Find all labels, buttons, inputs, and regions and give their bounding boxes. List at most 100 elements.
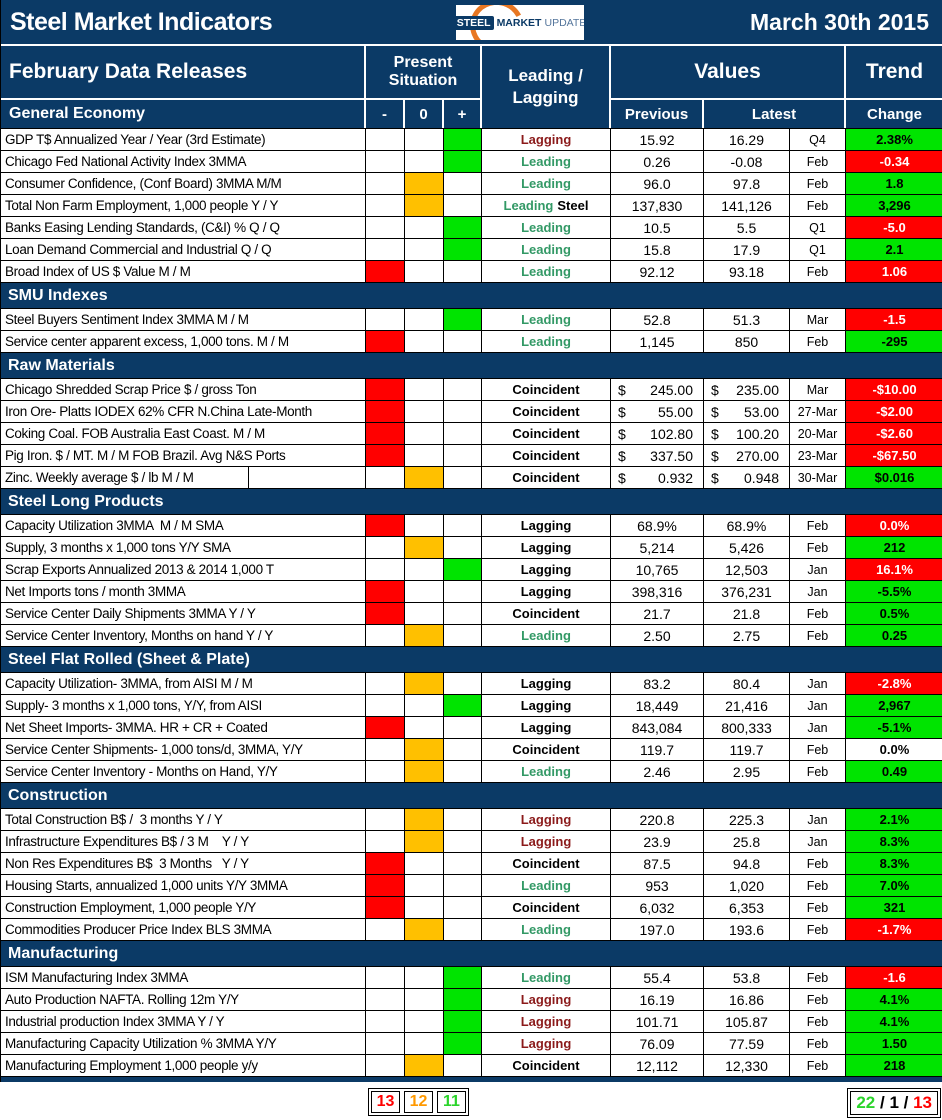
currency-symbol: $: [711, 425, 719, 442]
leading-lagging-cell: Leading: [482, 150, 611, 172]
row-label: Pig Iron. $ / MT. M / M FOB Brazil. Avg …: [1, 444, 366, 466]
row-label: Loan Demand Commercial and Industrial Q …: [1, 238, 366, 260]
month-text: Feb: [806, 900, 829, 915]
situation-plus-cell: [444, 238, 482, 260]
situation-zero-cell: [405, 128, 444, 150]
situation-minus-cell: [366, 216, 405, 238]
situation-minus-cell: [366, 918, 405, 940]
currency-symbol: $: [618, 425, 626, 442]
row-label-text: Housing Starts, annualized 1,000 units Y…: [5, 878, 288, 893]
month-cell: Feb: [790, 602, 846, 624]
leading-lagging-text: Lagging: [520, 812, 572, 827]
change-cell: -5.1%: [846, 716, 942, 738]
change-text: 1.8: [885, 176, 904, 191]
situation-plus-cell: [444, 624, 482, 646]
latest-value: 376,231: [704, 580, 790, 602]
latest-value: 17.9: [704, 238, 790, 260]
value-text: 1,145: [639, 333, 675, 350]
row-label-text: Pig Iron. $ / MT. M / M FOB Brazil. Avg …: [5, 448, 286, 463]
row-label-text: Non Res Expenditures B$ 3 Months Y / Y: [5, 856, 249, 871]
month-cell: 27-Mar: [790, 400, 846, 422]
row-label: Service Center Inventory, Months on hand…: [1, 624, 366, 646]
row-label-text: Chicago Fed National Activity Index 3MMA: [5, 154, 247, 169]
value-text: 68.9%: [637, 517, 677, 534]
change-text: -$10.00: [872, 382, 917, 397]
row-label-text: Industrial production Index 3MMA Y / Y: [5, 1014, 225, 1029]
month-cell: Jan: [790, 558, 846, 580]
situation-plus-cell: [444, 1032, 482, 1054]
row-label: Service center apparent excess, 1,000 to…: [1, 330, 366, 352]
month-cell: Feb: [790, 514, 846, 536]
leading-lagging-text: Coincident: [512, 742, 580, 757]
situation-plus-cell: [444, 466, 482, 488]
month-text: Jan: [807, 698, 828, 713]
month-cell: Feb: [790, 738, 846, 760]
situation-zero-cell: [405, 602, 444, 624]
month-cell: Feb: [790, 1054, 846, 1076]
change-text: -$2.60: [876, 426, 913, 441]
situation-plus-cell: [444, 400, 482, 422]
situation-plus-cell: [444, 716, 482, 738]
row-label: Capacity Utilization 3MMA M / M SMA: [1, 514, 366, 536]
value-text: 77.59: [728, 1035, 765, 1052]
previous-value: 15.92: [611, 128, 704, 150]
currency-symbol: $: [618, 403, 626, 420]
red-count: 13: [371, 1091, 400, 1113]
month-cell: Feb: [790, 172, 846, 194]
row-label-text: Total Non Farm Employment, 1,000 people …: [5, 198, 279, 213]
leading-lagging-text: Coincident: [512, 1058, 580, 1073]
previous-value: 92.12: [611, 260, 704, 282]
previous-value: 2.50: [611, 624, 704, 646]
change-text: 1.06: [881, 264, 908, 279]
situation-minus-cell: [366, 194, 405, 216]
month-text: Feb: [806, 1014, 829, 1029]
row-label-text: Infrastructure Expenditures B$ / 3 M Y /…: [5, 834, 249, 849]
situation-plus-cell: [444, 988, 482, 1010]
leading-lagging-cell: Lagging: [482, 808, 611, 830]
change-cell: 0.25: [846, 624, 942, 646]
month-cell: Feb: [790, 150, 846, 172]
value-text: 2.95: [732, 763, 761, 780]
col-header-plus: +: [444, 100, 482, 128]
row-label: Chicago Fed National Activity Index 3MMA: [1, 150, 366, 172]
change-text: 4.1%: [879, 992, 910, 1007]
situation-zero-cell: [405, 830, 444, 852]
change-cell: -$10.00: [846, 378, 942, 400]
situation-plus-cell: [444, 330, 482, 352]
col-header-releases: February Data Releases: [1, 46, 366, 100]
change-text: -5.0: [883, 220, 906, 235]
leading-lagging-cell: Coincident: [482, 400, 611, 422]
leading-lagging-text: Leading: [521, 312, 571, 327]
leading-lagging-text: Leading: [521, 176, 571, 191]
change-cell: -1.5: [846, 308, 942, 330]
leading-lagging-cell: Coincident: [482, 444, 611, 466]
value-text: 17.9: [732, 241, 761, 258]
situation-zero-cell: [405, 216, 444, 238]
situation-zero-cell: [405, 466, 444, 488]
leading-lagging-text: Leading: [521, 264, 571, 279]
currency-symbol: $: [711, 381, 719, 398]
value-text: 197.0: [639, 921, 675, 938]
latest-value: 97.8: [704, 172, 790, 194]
month-cell: Mar: [790, 378, 846, 400]
situation-plus-cell: [444, 1010, 482, 1032]
change-text: 8.3%: [879, 834, 910, 849]
latest-value: 2.95: [704, 760, 790, 782]
currency-symbol: $: [711, 469, 719, 486]
month-cell: Feb: [790, 896, 846, 918]
situation-zero-cell: [405, 330, 444, 352]
situation-plus-cell: [444, 808, 482, 830]
row-label: Non Res Expenditures B$ 3 Months Y / Y: [1, 852, 366, 874]
currency-symbol: $: [618, 447, 626, 464]
previous-value: 953: [611, 874, 704, 896]
month-text: 23-Mar: [797, 448, 838, 463]
row-label-text: Net Sheet Imports- 3MMA. HR + CR + Coate…: [5, 720, 268, 735]
situation-plus-cell: [444, 918, 482, 940]
row-label: Zinc. Weekly average $ / lb M / M: [1, 466, 366, 488]
footer: 13 12 11 22 / 1 / 13: [0, 1082, 942, 1120]
situation-zero-cell: [405, 1054, 444, 1076]
latest-value: -0.08: [704, 150, 790, 172]
section-header-general-economy: General Economy: [1, 100, 366, 128]
situation-zero-cell: [405, 400, 444, 422]
row-label: Chicago Shredded Scrap Price $ / gross T…: [1, 378, 366, 400]
